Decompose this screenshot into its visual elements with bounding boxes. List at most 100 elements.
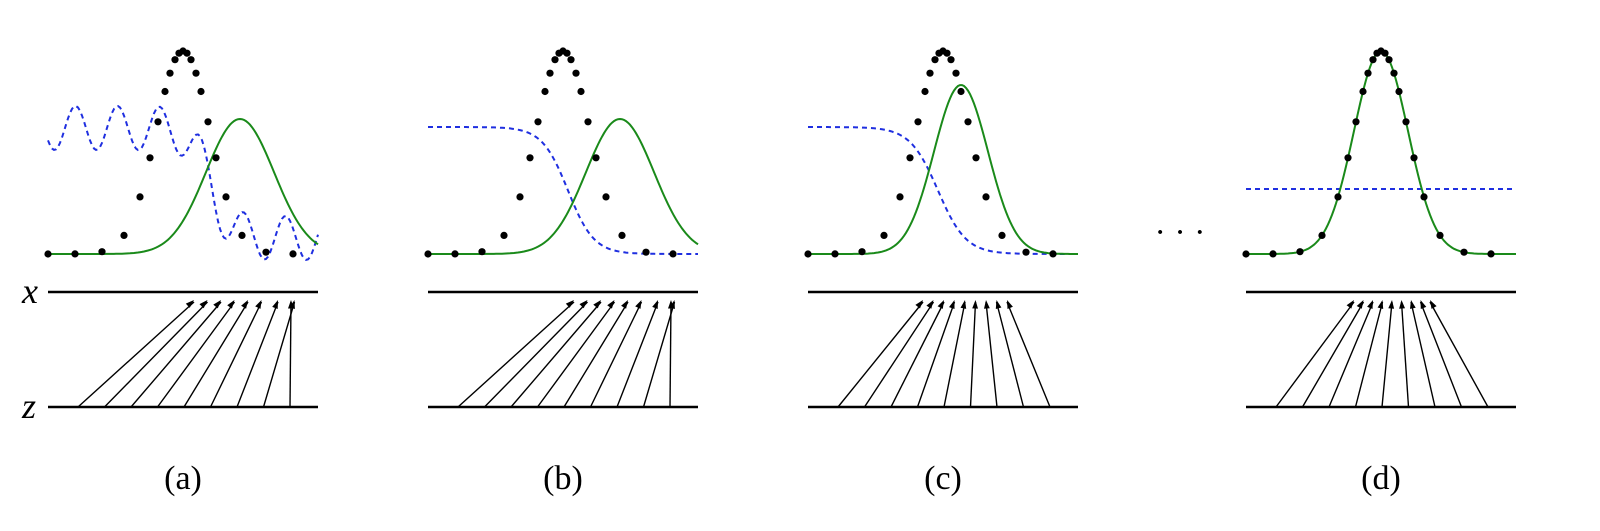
discriminator-curve-a [47,105,319,261]
data-point [957,87,965,96]
data-point [1390,69,1398,77]
data-point [972,154,980,162]
arrowhead [579,300,588,309]
data-point [154,118,162,126]
mapping-arrow [837,301,924,408]
caption-a: (a) [164,460,202,497]
mapping-arrow [510,301,602,408]
data-point [136,193,144,201]
arrowhead [1430,300,1437,309]
data-point [921,87,929,96]
data-point [998,231,1006,239]
data-point [1381,49,1389,57]
data-point [541,87,549,96]
mapping-arrow [1006,301,1051,408]
mapping-arrow [642,301,676,408]
data-point [896,193,904,201]
arrowhead [1410,300,1416,309]
arrowhead [972,300,978,309]
generator-curve-b [428,117,699,255]
arrowhead [984,300,990,309]
generator-curve-c [808,84,1078,255]
mapping-arrow [1410,301,1436,408]
arrowhead [199,300,208,309]
mapping-arrow [262,301,296,408]
mapping-arrow [1328,301,1374,408]
mapping-arrow [916,301,956,408]
data-point [914,118,922,126]
data-point [1487,250,1495,258]
arrowhead [272,300,278,309]
data-point [858,248,866,256]
mapping-arrow [1275,301,1355,408]
z-axis-label: z [21,386,36,426]
arrowhead [1346,300,1354,309]
data-point [1242,250,1250,258]
data-point [534,118,542,126]
data-point [171,56,179,64]
data-point [451,250,459,258]
mapping-arrow [289,301,292,408]
arrowhead [213,300,221,309]
mapping-arrow [1419,301,1463,408]
mapping-arrow [890,301,945,408]
data-point [478,248,486,256]
mapping-arrow [563,301,629,408]
data-point [44,250,52,258]
data-point [1022,248,1030,256]
mapping-arrows-c [837,300,1051,408]
data-point [1420,193,1428,201]
mapping-arrow [457,301,575,408]
arrowhead [937,300,944,309]
data-point [192,69,200,77]
data-point [1369,56,1377,64]
mapping-arrows-b [457,300,676,408]
data-point [964,118,972,126]
data-point [563,49,571,57]
arrowhead [185,300,194,308]
data-point [1385,56,1393,64]
arrowhead [1399,300,1405,309]
generator-curve-a [48,117,319,255]
data-point [1334,193,1342,201]
panel-a: (a) [44,47,319,497]
arrowhead [227,300,235,309]
mapping-arrow [77,301,195,408]
mapping-arrow [104,301,208,408]
data-point [1296,248,1304,256]
arrowhead [1420,300,1427,309]
data-point [1049,250,1057,258]
arrowhead [621,300,628,309]
discriminator-curve-b [428,126,698,255]
data-point [1364,69,1372,77]
arrowhead [995,300,1002,309]
mapping-arrow [1429,301,1489,408]
mapping-arrows-d [1275,300,1489,408]
caption-c: (c) [924,460,962,497]
arrowhead [1356,300,1364,309]
data-point [526,154,534,162]
mapping-arrow [236,301,279,408]
data-point [931,56,939,64]
data-point [926,69,934,77]
arrowhead [635,300,642,309]
mapping-arrow [589,301,643,408]
data-point [592,154,600,162]
data-point [146,154,154,162]
data-point [1269,250,1277,258]
arrowhead [926,300,934,309]
mapping-arrow [130,301,222,408]
mapping-arrow [985,301,998,408]
arrowhead [593,300,601,309]
arrowhead [960,300,967,309]
data-point [98,248,106,256]
data-point [551,56,559,64]
data-point [222,193,230,201]
data-dots-c [804,47,1057,258]
data-point [1395,87,1403,96]
data-point [262,248,270,256]
mapping-arrow [969,301,977,408]
data-point [166,69,174,77]
data-point [943,49,951,57]
